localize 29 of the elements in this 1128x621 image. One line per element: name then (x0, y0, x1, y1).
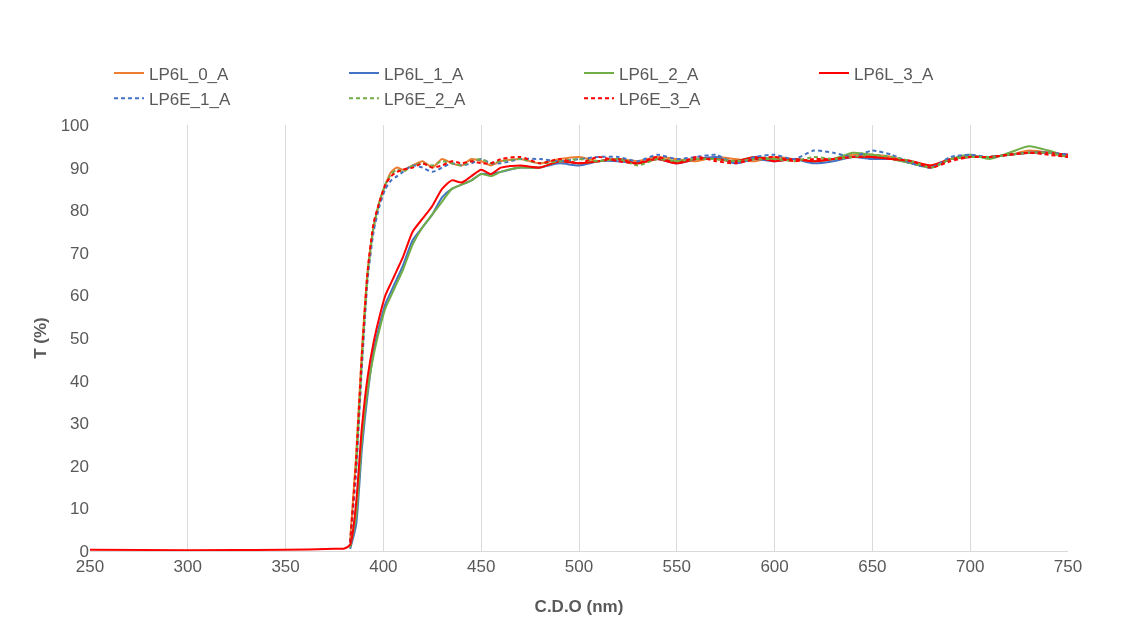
x-tick-label: 350 (271, 557, 300, 577)
legend-label: LP6L_2_A (619, 64, 700, 84)
legend-label: LP6E_2_A (384, 89, 466, 109)
x-tick-label: 550 (662, 557, 691, 577)
y-tick-label: 90 (70, 158, 89, 178)
x-tick-label: 300 (173, 557, 202, 577)
y-tick-label: 50 (70, 328, 89, 348)
legend-label: LP6L_0_A (149, 64, 230, 84)
y-axis-title: T (%) (31, 317, 50, 359)
x-axis-title: C.D.O (nm) (534, 597, 624, 616)
y-tick-label: 70 (70, 243, 89, 263)
y-tick-label: 30 (70, 414, 89, 434)
x-tick-label: 450 (467, 557, 496, 577)
x-tick-label: 650 (858, 557, 887, 577)
y-tick-label: 60 (70, 286, 89, 306)
y-tick-label: 80 (70, 201, 89, 221)
y-tick-label: 20 (70, 456, 89, 476)
y-tick-label: 100 (60, 115, 89, 135)
x-tick-label: 750 (1053, 557, 1083, 577)
x-tick-label: 600 (760, 557, 789, 577)
legend-label: LP6E_1_A (149, 89, 231, 109)
x-tick-label: 700 (956, 557, 985, 577)
legend-label: LP6L_3_A (854, 64, 935, 84)
y-tick-label: 10 (70, 499, 89, 519)
y-tick-label: 40 (70, 371, 89, 391)
x-tick-label: 500 (564, 557, 594, 577)
legend-label: LP6L_1_A (384, 64, 465, 84)
legend-label: LP6E_3_A (619, 89, 701, 109)
x-tick-label: 400 (369, 557, 398, 577)
